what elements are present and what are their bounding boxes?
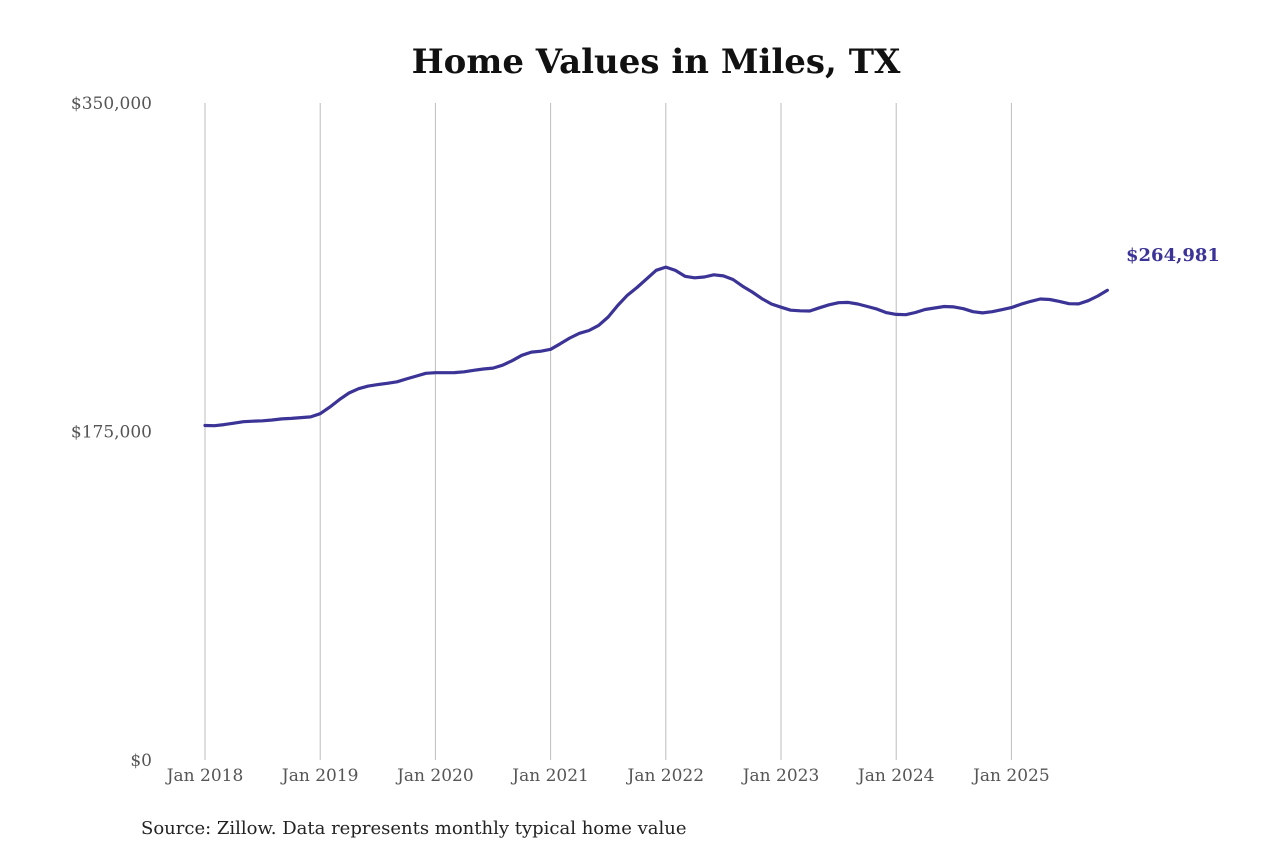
y-axis-ticks: $0 $175,000 $350,000 [71, 94, 152, 771]
x-tick-label: Jan 2018 [165, 766, 244, 786]
x-axis-ticks: Jan 2018 Jan 2019 Jan 2020 Jan 2021 Jan 2022… [165, 766, 1050, 786]
x-tick-label: Jan 2025 [971, 766, 1050, 786]
source-note: Source: Zillow. Data represents monthly … [141, 818, 687, 839]
home-value-line [203, 265, 1109, 428]
gridlines [204, 103, 1012, 760]
x-tick-label: Jan 2022 [626, 766, 705, 786]
series-layer [203, 265, 1109, 428]
y-tick-label: $0 [130, 751, 152, 771]
last-value-label: $264,981 [1126, 245, 1220, 266]
x-tick-label: Jan 2023 [741, 766, 820, 786]
x-tick-label: Jan 2021 [510, 766, 589, 786]
x-tick-label: Jan 2024 [856, 766, 935, 786]
y-tick-label: $350,000 [71, 94, 152, 114]
y-tick-label: $175,000 [71, 423, 152, 443]
chart-title: Home Values in Miles, TX [412, 42, 901, 82]
x-tick-label: Jan 2019 [280, 766, 359, 786]
x-tick-label: Jan 2020 [395, 766, 474, 786]
